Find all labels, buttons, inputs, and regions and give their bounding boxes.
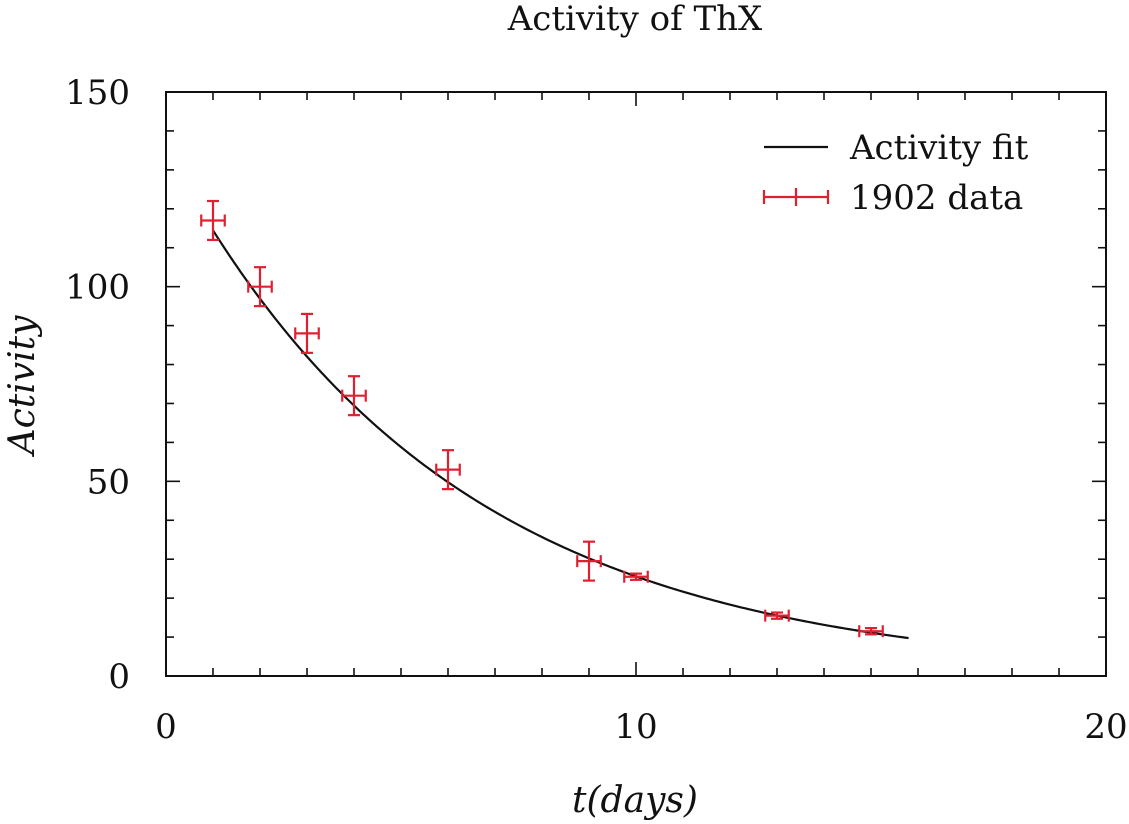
chart-title: Activity of ThX xyxy=(507,0,763,39)
y-tick-label: 50 xyxy=(87,462,130,502)
data-point xyxy=(858,625,884,638)
y-tick-label: 150 xyxy=(65,73,130,113)
x-tick-label: 10 xyxy=(614,707,657,747)
data-point xyxy=(576,540,602,582)
data-point xyxy=(294,312,320,354)
points-layer xyxy=(200,199,884,638)
data-point xyxy=(435,449,461,491)
tick-labels: 0 10 20 0 50 100 150 xyxy=(65,73,1128,747)
data-point xyxy=(341,375,367,417)
axis-ticks xyxy=(165,91,1107,677)
y-tick-label: 0 xyxy=(108,657,130,697)
x-tick-label: 0 xyxy=(155,707,177,747)
data-point xyxy=(764,609,790,622)
legend: Activity fit 1902 data xyxy=(762,128,1029,218)
x-tick-label: 20 xyxy=(1084,707,1127,747)
data-point xyxy=(247,266,273,308)
y-tick-label: 100 xyxy=(65,268,130,308)
data-point xyxy=(200,199,226,242)
legend-data-label: 1902 data xyxy=(850,178,1023,218)
y-axis-label: Activity xyxy=(2,315,43,457)
data-point xyxy=(623,570,649,583)
fit-layer xyxy=(212,229,909,640)
activity-fit-line xyxy=(212,229,909,640)
legend-fit-label: Activity fit xyxy=(849,128,1029,168)
x-axis-label: t(days) xyxy=(572,780,698,821)
